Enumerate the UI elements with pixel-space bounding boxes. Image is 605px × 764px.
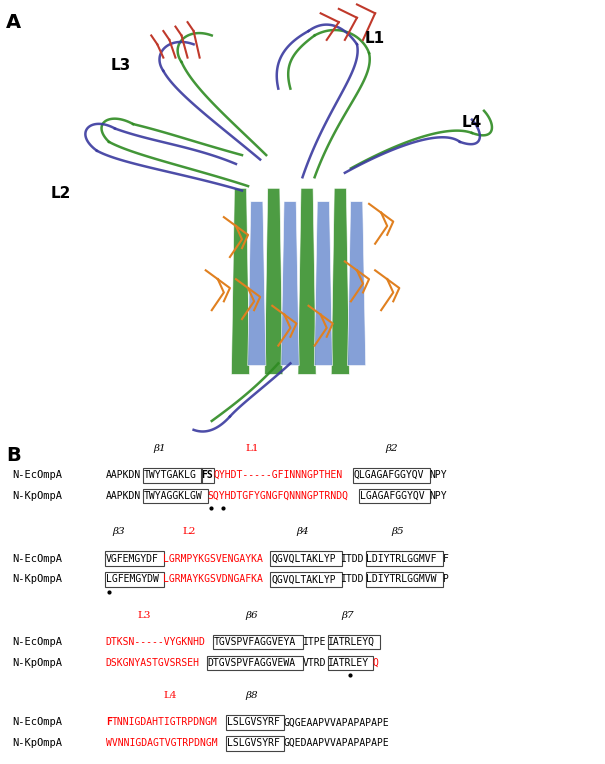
Text: GQGEAAPVVAPAPAPAPE: GQGEAAPVVAPAPAPAPE <box>284 717 390 727</box>
Text: L1: L1 <box>246 444 259 453</box>
Text: TWYTGAKLG: TWYTGAKLG <box>144 470 197 481</box>
Text: N-KpOmpA: N-KpOmpA <box>12 575 62 584</box>
Text: Q: Q <box>373 658 379 668</box>
Text: N-EcOmpA: N-EcOmpA <box>12 554 62 564</box>
Text: β8: β8 <box>246 691 258 700</box>
Text: DSKGNYASTGVSRSEH: DSKGNYASTGVSRSEH <box>106 658 200 668</box>
Text: β2: β2 <box>385 444 398 453</box>
Text: AAPKDN: AAPKDN <box>106 470 141 481</box>
Text: β4: β4 <box>296 527 309 536</box>
Text: LGFEMGYDW: LGFEMGYDW <box>106 575 159 584</box>
Text: AAPKDN: AAPKDN <box>106 491 141 501</box>
Text: LGRMAYKGSVDNGAFKA: LGRMAYKGSVDNGAFKA <box>163 575 263 584</box>
Polygon shape <box>332 188 350 374</box>
Text: N-EcOmpA: N-EcOmpA <box>12 637 62 647</box>
Text: ITDD: ITDD <box>341 554 364 564</box>
Text: β1: β1 <box>154 444 166 453</box>
Polygon shape <box>281 202 299 366</box>
Text: F: F <box>106 717 112 727</box>
Text: β5: β5 <box>391 527 404 536</box>
Text: L2: L2 <box>50 186 71 201</box>
Text: LGRMPYKGSVENGAYKA: LGRMPYKGSVENGAYKA <box>163 554 263 564</box>
Text: N-KpOmpA: N-KpOmpA <box>12 738 62 748</box>
Text: LSLGVSYRF: LSLGVSYRF <box>226 717 280 727</box>
Text: L4: L4 <box>462 115 482 130</box>
Text: VTRD: VTRD <box>302 658 326 668</box>
Text: ITDD: ITDD <box>341 575 364 584</box>
Text: LDIYTRLGGMVF: LDIYTRLGGMVF <box>367 554 437 564</box>
Text: B: B <box>6 446 21 465</box>
Text: IATRLEYQ: IATRLEYQ <box>329 637 375 647</box>
Polygon shape <box>298 188 316 374</box>
Text: WVNNIGDAGTVGTRPDNGM: WVNNIGDAGTVGTRPDNGM <box>106 738 218 748</box>
Text: DTGVSPVFAGGVEWA: DTGVSPVFAGGVEWA <box>208 658 296 668</box>
Text: DTKSN-----VYGKNHD: DTKSN-----VYGKNHD <box>106 637 206 647</box>
Text: N-EcOmpA: N-EcOmpA <box>12 717 62 727</box>
Text: β6: β6 <box>246 610 258 620</box>
Text: QGVQLTAKLYP: QGVQLTAKLYP <box>271 575 336 584</box>
Text: β7: β7 <box>341 610 353 620</box>
Text: P: P <box>443 575 448 584</box>
Text: TNNIGDAHTIGTRPDNGM: TNNIGDAHTIGTRPDNGM <box>112 717 218 727</box>
Text: SQYHDTGFYGNGFQNNNGPTRNDQ: SQYHDTGFYGNGFQNNNGPTRNDQ <box>208 491 348 501</box>
Polygon shape <box>315 202 333 366</box>
Text: VGFEMGYDF: VGFEMGYDF <box>106 554 159 564</box>
Text: TWYAGGKLGW: TWYAGGKLGW <box>144 491 203 501</box>
Polygon shape <box>264 188 283 374</box>
Text: F: F <box>443 554 448 564</box>
Text: LDIYTRLGGMVW: LDIYTRLGGMVW <box>367 575 437 584</box>
Text: LGAGAFGGYQV: LGAGAFGGYQV <box>360 491 425 501</box>
Text: L2: L2 <box>182 527 195 536</box>
Text: QYHDT-----GFINNNGPTHEN: QYHDT-----GFINNNGPTHEN <box>214 470 343 481</box>
Text: L3: L3 <box>111 57 131 73</box>
Text: L4: L4 <box>163 691 177 700</box>
Text: A: A <box>6 13 21 32</box>
Text: N-KpOmpA: N-KpOmpA <box>12 658 62 668</box>
Text: GQEDAAPVVAPAPAPAPE: GQEDAAPVVAPAPAPAPE <box>284 738 390 748</box>
Polygon shape <box>247 202 266 366</box>
Text: NPY: NPY <box>430 491 448 501</box>
Text: QGVQLTAKLYP: QGVQLTAKLYP <box>271 554 336 564</box>
Text: QLGAGAFGGYQV: QLGAGAFGGYQV <box>353 470 424 481</box>
Text: N-EcOmpA: N-EcOmpA <box>12 470 62 481</box>
Text: NPY: NPY <box>430 470 448 481</box>
Text: TGVSPVFAGGVEYA: TGVSPVFAGGVEYA <box>214 637 296 647</box>
Text: ITPE: ITPE <box>303 637 326 647</box>
Text: IATRLEY: IATRLEY <box>328 658 369 668</box>
Text: FS: FS <box>201 470 213 481</box>
Text: β3: β3 <box>112 527 125 536</box>
Text: N-KpOmpA: N-KpOmpA <box>12 491 62 501</box>
Text: L1: L1 <box>365 31 385 46</box>
Text: LSLGVSYRF: LSLGVSYRF <box>226 738 280 748</box>
Text: L3: L3 <box>137 610 151 620</box>
Polygon shape <box>347 202 365 366</box>
Polygon shape <box>231 188 249 374</box>
